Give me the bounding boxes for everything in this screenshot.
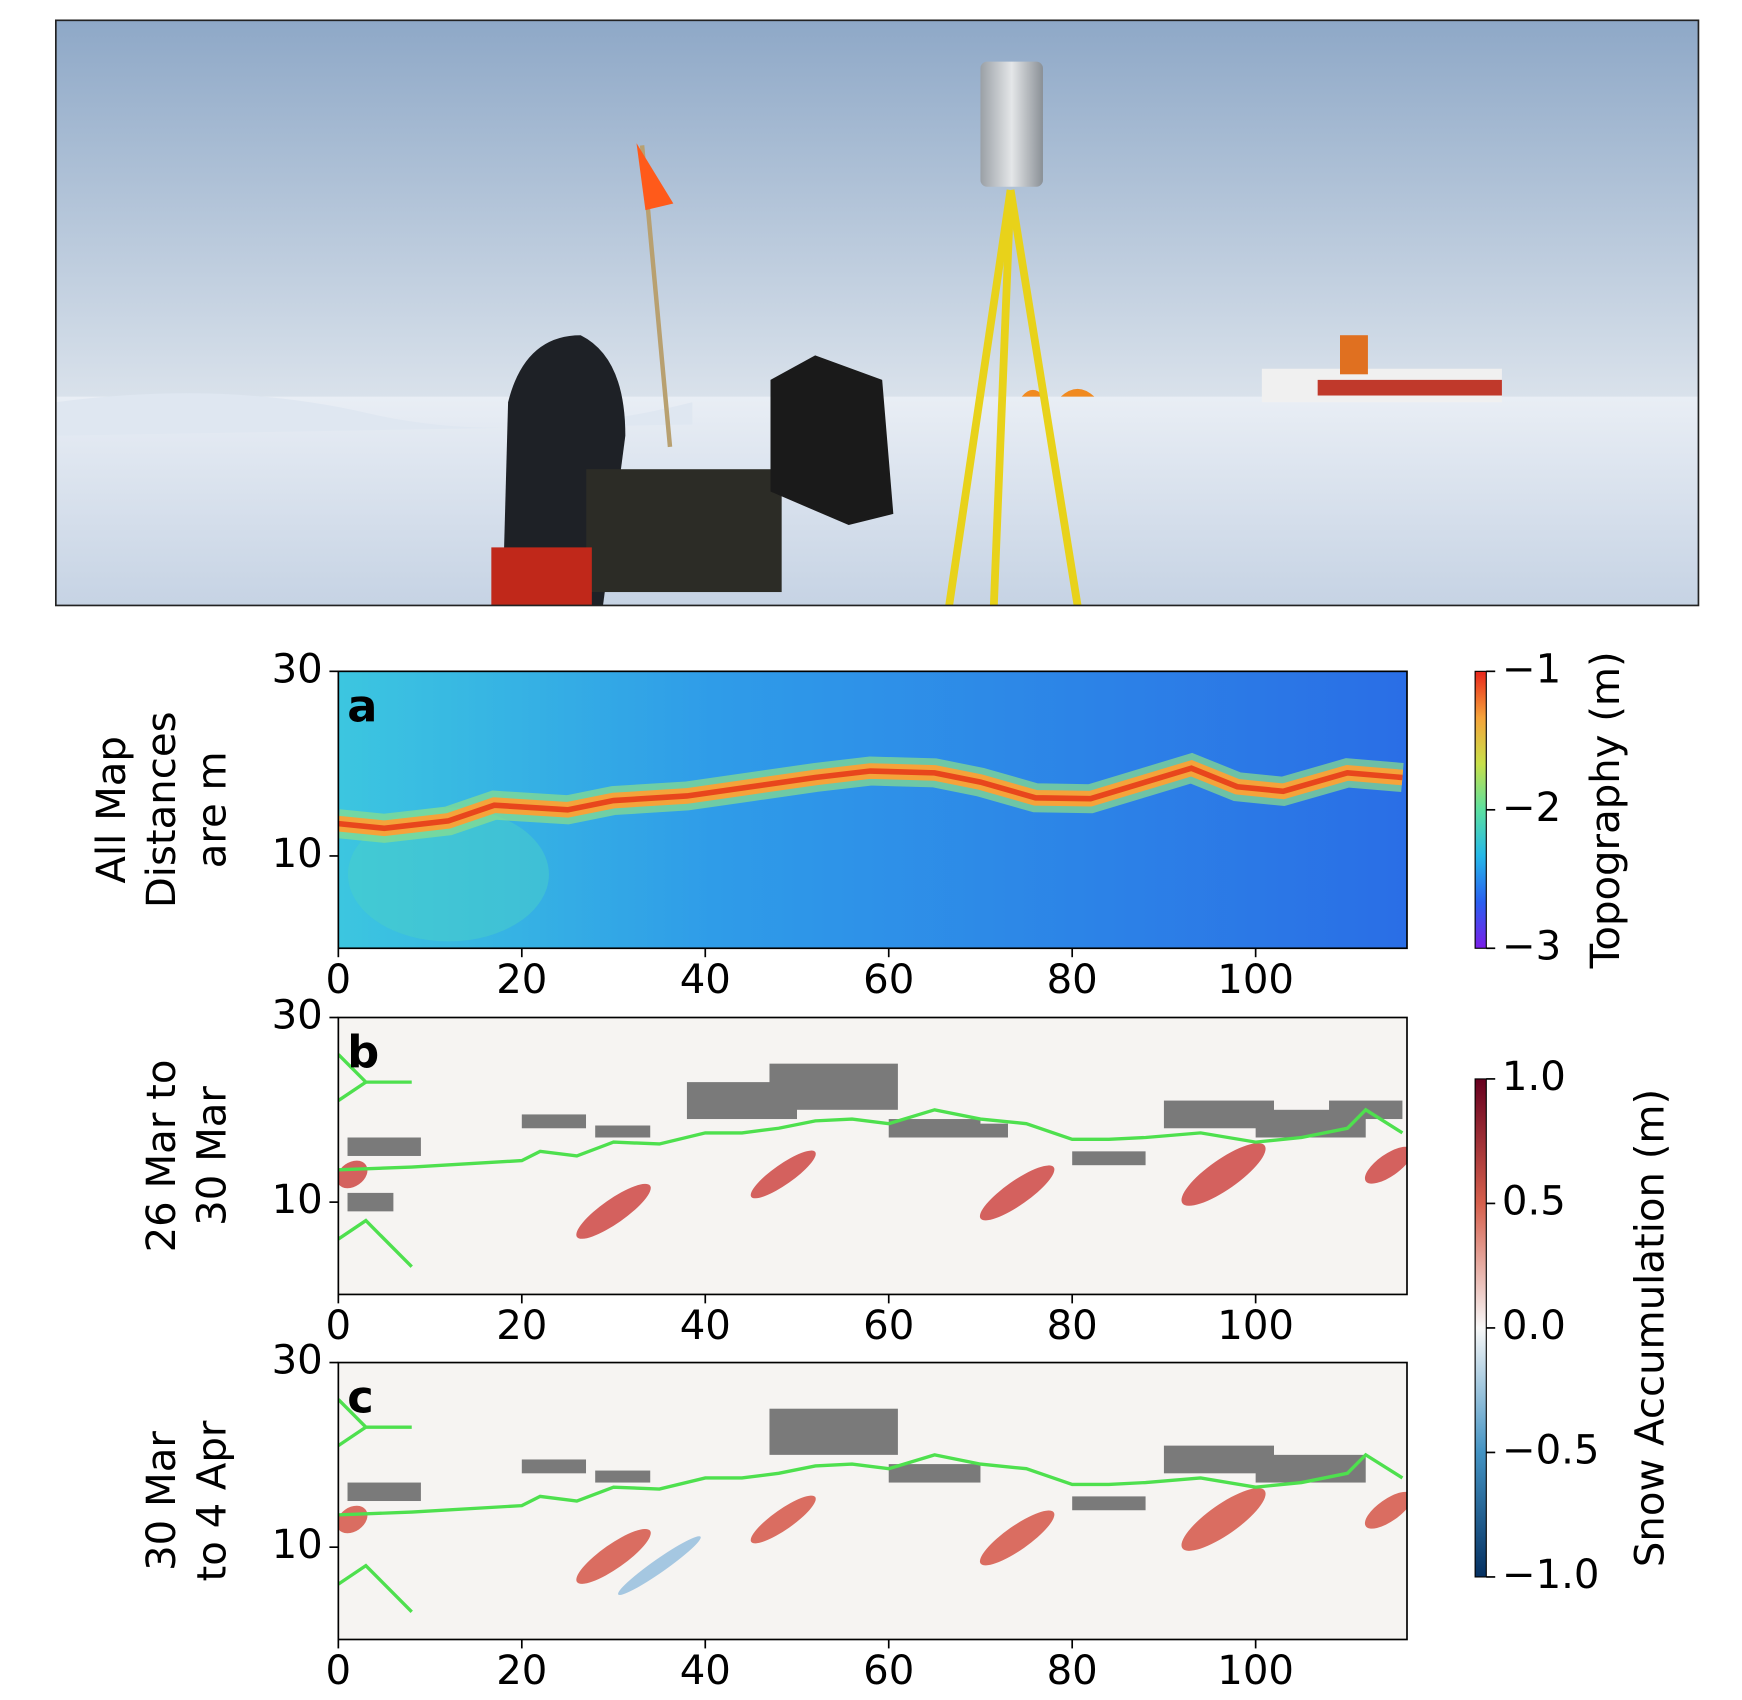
x-tick-label: 100 xyxy=(1217,957,1294,1003)
heatmap-mask xyxy=(1256,1455,1366,1483)
x-tick-label: 20 xyxy=(496,957,547,1003)
photo-ship-hull xyxy=(1318,380,1502,396)
y-axis-label: are m xyxy=(189,751,235,868)
colorbar-tick-label: 0.5 xyxy=(1502,1178,1566,1224)
y-tick-label: 10 xyxy=(272,831,323,877)
heatmap-mask xyxy=(1072,1151,1145,1165)
y-axis-label: 30 Mar xyxy=(139,1431,185,1571)
colorbar-tick-label: −1.0 xyxy=(1502,1552,1600,1598)
colorbar-label: Topography (m) xyxy=(1583,651,1629,969)
heatmap-image xyxy=(331,1018,1417,1295)
heatmap-mask xyxy=(522,1459,586,1473)
x-tick-label: 0 xyxy=(326,1648,352,1694)
x-tick-label: 0 xyxy=(326,957,352,1003)
heatmap-image xyxy=(331,1363,1417,1640)
x-tick-label: 60 xyxy=(863,1648,914,1694)
heatmap-mask xyxy=(348,1138,421,1156)
heatmap-image xyxy=(338,671,1407,948)
colorbar xyxy=(1475,671,1486,948)
panel-label: b xyxy=(347,1026,379,1078)
x-tick-label: 20 xyxy=(496,1648,547,1694)
y-tick-label: 30 xyxy=(272,992,323,1038)
photo-scanner xyxy=(980,62,1043,187)
x-tick-label: 80 xyxy=(1047,957,1098,1003)
heatmap-mask xyxy=(769,1409,897,1455)
x-tick-label: 40 xyxy=(680,1303,731,1349)
y-axis-label: 30 Mar xyxy=(189,1086,235,1226)
y-tick-label: 10 xyxy=(272,1177,323,1223)
x-tick-label: 20 xyxy=(496,1303,547,1349)
heatmap-mask xyxy=(522,1114,586,1128)
colorbar-tick-label: 0.0 xyxy=(1502,1303,1566,1349)
x-tick-label: 100 xyxy=(1217,1303,1294,1349)
x-tick-label: 0 xyxy=(326,1303,352,1349)
y-tick-label: 30 xyxy=(272,646,323,692)
heatmap-mask xyxy=(1072,1496,1145,1510)
photo-case xyxy=(586,469,781,592)
colorbar-tick-label: 1.0 xyxy=(1502,1054,1566,1100)
colorbar-label: Snow Accumulation (m) xyxy=(1628,1089,1674,1567)
y-axis-label: Distances xyxy=(139,711,185,908)
panel-label: a xyxy=(347,680,377,732)
heatmap-mask xyxy=(595,1471,650,1483)
x-tick-label: 60 xyxy=(863,957,914,1003)
x-tick-label: 40 xyxy=(680,1648,731,1694)
heatmap-mask xyxy=(348,1483,421,1501)
y-tick-label: 30 xyxy=(272,1338,323,1384)
x-tick-label: 60 xyxy=(863,1303,914,1349)
colorbar-tick-label: −2 xyxy=(1502,785,1561,831)
figure: a0204060801001030All MapDistancesare m−1… xyxy=(0,0,1742,1700)
photo-sky xyxy=(56,20,1699,405)
y-tick-label: 10 xyxy=(272,1522,323,1568)
x-tick-label: 80 xyxy=(1047,1303,1098,1349)
x-tick-label: 80 xyxy=(1047,1648,1098,1694)
heatmap-mask xyxy=(944,1124,1008,1138)
photo xyxy=(56,20,1699,605)
photo-ship-tower xyxy=(1340,335,1368,374)
colorbar-tick-label: −0.5 xyxy=(1502,1427,1600,1473)
heatmap-mask xyxy=(348,1193,394,1211)
heatmap-mask xyxy=(595,1126,650,1138)
y-axis-label: All Map xyxy=(89,736,135,883)
page: {"chart_data": [ {"type": "heatmap", "pa… xyxy=(0,0,1742,1700)
photo-generator xyxy=(491,547,591,605)
heatmap-mask xyxy=(889,1464,981,1482)
colorbar xyxy=(1475,1079,1486,1577)
colorbar-tick-label: −1 xyxy=(1502,646,1561,692)
colorbar-tick-label: −3 xyxy=(1502,923,1561,969)
x-tick-label: 40 xyxy=(680,957,731,1003)
y-axis-label: to 4 Apr xyxy=(189,1420,235,1581)
x-tick-label: 100 xyxy=(1217,1648,1294,1694)
panel-label: c xyxy=(347,1372,373,1424)
y-axis-label: 26 Mar to xyxy=(139,1060,185,1253)
heatmap-mask xyxy=(769,1064,897,1110)
